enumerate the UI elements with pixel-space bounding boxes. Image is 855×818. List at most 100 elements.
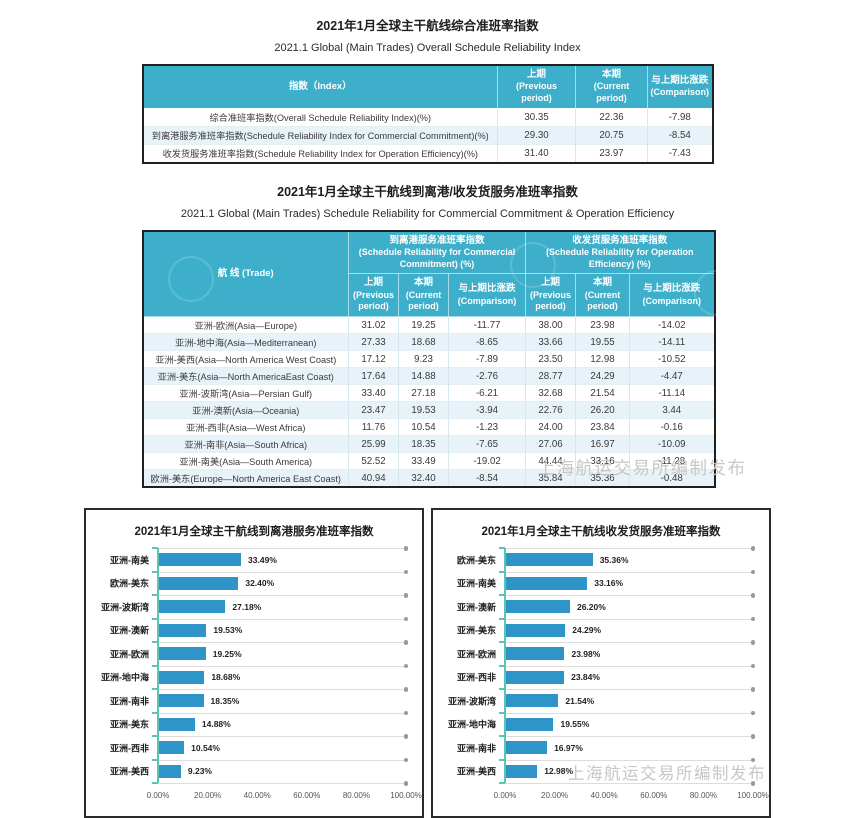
- trades-table-wrap: 航 线 (Trade) 到离港服务准班率指数 (Schedule Reliabil…: [141, 229, 745, 489]
- chart-title: 2021年1月全球主干航线到离港服务准班率指数: [134, 526, 374, 539]
- bar: [505, 647, 565, 661]
- cell-cc_prev: 17.64: [348, 367, 399, 385]
- cell-cc_prev: 17.12: [348, 350, 399, 368]
- header-sublabel: (Schedule Reliability for Commercial Com…: [358, 247, 516, 269]
- axis-tick: [152, 570, 158, 573]
- sub-header-row: 上期 (Previous period) 本期 (Current period) 与…: [143, 273, 715, 318]
- bar: [158, 647, 206, 661]
- table-row: 亚洲-澳新(Asia—Oceania) 23.47 19.53 -3.94 22.76 2…: [142, 401, 715, 419]
- cell-change: -7.98: [647, 107, 713, 127]
- header-sublabel: (Comparison): [650, 87, 710, 98]
- x-tick-label: 100.00%: [737, 791, 769, 801]
- bar-value-label: 19.53%: [213, 625, 243, 636]
- col-header-current: 本期 (Current period): [575, 64, 648, 109]
- bar: [158, 623, 207, 637]
- cell-cc_change: -1.23: [448, 418, 526, 436]
- gridline: [158, 663, 408, 669]
- cell-oe_change: -0.16: [629, 418, 715, 436]
- cell-label: 到离港服务准班率指数(Schedule Reliability Index fo…: [142, 125, 498, 145]
- cell-oe_prev: 32.68: [525, 384, 576, 402]
- gridline: [505, 546, 755, 551]
- cell-oe_curr: 33.16: [575, 452, 630, 470]
- category-label: 亚洲-地中海: [101, 672, 149, 683]
- bar: [505, 741, 548, 755]
- gridline: [158, 569, 408, 575]
- cell-cc_curr: 19.53: [398, 401, 449, 419]
- table-row: 亚洲-南美(Asia—South America) 52.52 33.49 -19.0…: [142, 452, 715, 470]
- category-label: 亚洲-西非: [457, 672, 496, 683]
- gridline: [158, 593, 408, 598]
- cell-oe_prev: 23.50: [525, 350, 576, 368]
- cell-change: -7.43: [647, 143, 713, 163]
- plot-area: 33.49% 亚洲-南美 32.40% 欧洲-美东 27.18% 亚洲-波斯湾 19.53%…: [101, 546, 408, 786]
- header-label: 本期: [413, 277, 433, 289]
- cell-cc_change: -7.89: [448, 350, 526, 368]
- gridline: [505, 687, 755, 692]
- table-row: 亚洲-美东(Asia—North AmericaEast Coast) 17.64…: [142, 367, 715, 385]
- axis-tick: [152, 547, 158, 550]
- table-row: 亚洲-美西(Asia—North America West Coast) 17.1…: [142, 350, 715, 368]
- gridline: [505, 710, 755, 716]
- cell-label: 收发货服务准班率指数(Schedule Reliability Index fo…: [142, 143, 498, 163]
- section2-title-zh: 2021年1月全球主干航线到离港/收发货服务准班率指数: [277, 184, 578, 199]
- cell-oe_change: -10.09: [629, 435, 715, 453]
- cell-oe_curr: 35.36: [575, 469, 630, 488]
- cell-current: 22.36: [575, 107, 648, 127]
- bar-value-label: 33.49%: [248, 554, 277, 565]
- header-sublabel: (Current period): [405, 289, 442, 312]
- cell-trade: 亚洲-澳新(Asia—Oceania): [142, 401, 349, 419]
- x-tick-label: 60.00%: [293, 791, 321, 801]
- axis-tick: [152, 735, 158, 738]
- cell-oe_change: -11.28: [629, 452, 715, 470]
- header-label: 与上期比涨跌: [643, 283, 701, 295]
- chart-commercial-commitment: 2021年1月全球主干航线到离港服务准班率指数 33.49% 亚洲-南美 32.40…: [84, 508, 424, 818]
- col-header-cc-comparison: 与上期比涨跌 (Comparison): [448, 273, 526, 318]
- bar-value-label: 27.18%: [232, 601, 262, 612]
- header-row: 指数（Index） 上期 (Previous period) 本期 (Current…: [142, 64, 713, 109]
- cell-cc_change: -8.65: [448, 333, 526, 351]
- header-label: 本期: [601, 69, 621, 80]
- cell-oe_curr: 19.55: [575, 333, 630, 351]
- bar-value-label: 19.25%: [212, 648, 242, 659]
- cell-oe_curr: 23.98: [575, 316, 630, 334]
- bar-value-label: 24.29%: [572, 625, 602, 636]
- bar-value-label: 9.23%: [187, 766, 212, 777]
- gridline: [158, 687, 408, 692]
- cell-previous: 29.30: [497, 125, 576, 145]
- bar: [505, 576, 588, 590]
- col-header-trade: 航 线 (Trade): [142, 230, 349, 318]
- cell-cc_change: -8.54: [448, 469, 526, 488]
- chart-title: 2021年1月全球主干航线收发货服务准班率指数: [481, 526, 721, 539]
- cell-previous: 31.40: [497, 143, 576, 163]
- group-header-row: 航 线 (Trade) 到离港服务准班率指数 (Schedule Reliabil…: [142, 230, 715, 318]
- cell-oe_change: -14.02: [629, 316, 715, 334]
- category-label: 亚洲-波斯湾: [448, 696, 496, 707]
- col-group-operation-efficiency: 收发货服务准班率指数 (Schedule Reliability for Oper…: [525, 230, 715, 275]
- axis-tick: [152, 594, 158, 597]
- cell-trade: 亚洲-南美(Asia—South America): [142, 452, 349, 470]
- header-sublabel: (Comparison): [642, 295, 702, 306]
- cell-cc_prev: 52.52: [348, 452, 399, 470]
- gridline: [505, 663, 755, 669]
- header-sublabel: (Comparison): [457, 295, 517, 306]
- x-tick-label: 80.00%: [689, 791, 717, 801]
- cell-label: 综合准班率指数(Overall Schedule Reliability Ind…: [142, 107, 498, 127]
- table-row: 收发货服务准班率指数(Schedule Reliability Index fo…: [142, 143, 713, 163]
- cell-change: -8.54: [647, 125, 713, 145]
- category-label: 亚洲-美西: [110, 766, 149, 777]
- axis-tick: [499, 641, 505, 644]
- header-label: 与上期比涨跌: [651, 74, 709, 86]
- cell-trade: 欧洲-美东(Europe—North America East Coast): [142, 469, 349, 488]
- category-label: 亚洲-欧洲: [110, 649, 149, 660]
- x-tick-label: 40.00%: [590, 791, 618, 801]
- axis-tick: [152, 711, 158, 714]
- section-trades-index: 2021年1月全球主干航线到离港/收发货服务准班率指数 2021.1 Globa…: [0, 181, 855, 489]
- bar-value-label: 18.35%: [210, 695, 240, 706]
- section2-title-en: 2021.1 Global (Main Trades) Schedule Rel…: [180, 207, 675, 220]
- table-row: 亚洲-地中海(Asia—Mediterranean) 27.33 18.68 -8.6…: [142, 333, 715, 351]
- bar: [505, 764, 538, 778]
- header-label: 收发货服务准班率指数: [572, 234, 668, 246]
- cell-cc_change: -2.76: [448, 367, 526, 385]
- bar-value-label: 23.84%: [571, 672, 600, 683]
- bar-value-label: 16.97%: [554, 742, 583, 753]
